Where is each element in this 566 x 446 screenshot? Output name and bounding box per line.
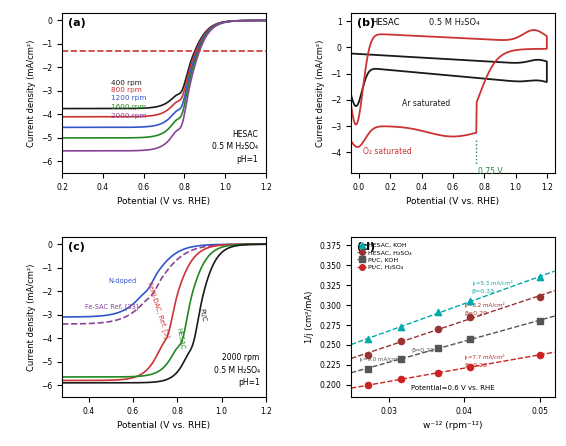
X-axis label: Potential (V vs. RHE): Potential (V vs. RHE): [406, 198, 500, 206]
Point: [434, 345, 443, 352]
Legend: HESAC, KOH, HESAC, H₂SO₄, Pt/C, KOH, Pt/C, H₂SO₄: HESAC, KOH, HESAC, H₂SO₄, Pt/C, KOH, Pt/…: [354, 240, 414, 273]
Point: [363, 381, 372, 388]
Point: [535, 318, 544, 325]
Text: 0.75 V: 0.75 V: [478, 167, 503, 176]
Y-axis label: 1/j (cm²/mA): 1/j (cm²/mA): [305, 291, 314, 343]
Y-axis label: Current density (mA/cm²): Current density (mA/cm²): [27, 40, 36, 147]
Text: (c): (c): [68, 242, 85, 252]
Text: Ar saturated: Ar saturated: [402, 99, 451, 108]
Text: (a): (a): [68, 18, 86, 28]
Point: [396, 338, 405, 345]
Point: [363, 365, 372, 372]
Point: [466, 364, 475, 371]
Text: jₖ=8.2 mA/cm²: jₖ=8.2 mA/cm²: [464, 302, 505, 309]
Text: jₖ=9.0 mA/cm²: jₖ=9.0 mA/cm²: [359, 356, 400, 362]
Point: [466, 314, 475, 321]
Point: [396, 324, 405, 331]
Point: [434, 326, 443, 333]
Text: 800 rpm: 800 rpm: [111, 87, 142, 93]
Text: jₖ=5.3 mA/cm²: jₖ=5.3 mA/cm²: [472, 280, 513, 286]
Text: 0.5 M H₂SO₄: 0.5 M H₂SO₄: [428, 18, 479, 27]
Text: 2000 rpm
0.5 M H₂SO₄
pH=1: 2000 rpm 0.5 M H₂SO₄ pH=1: [213, 353, 260, 388]
Text: 1600 rpm: 1600 rpm: [111, 104, 147, 110]
Text: N-doped: N-doped: [109, 277, 137, 284]
X-axis label: Potential (V vs. RHE): Potential (V vs. RHE): [117, 198, 211, 206]
Text: FeNi-DAC, Ref. [5]: FeNi-DAC, Ref. [5]: [146, 281, 171, 339]
Point: [396, 355, 405, 362]
Point: [535, 293, 544, 301]
Text: Pt/C: Pt/C: [198, 307, 207, 322]
Text: Fe-SAC Ref. [33]: Fe-SAC Ref. [33]: [85, 303, 139, 310]
Text: O₂ saturated: O₂ saturated: [363, 147, 412, 156]
Point: [535, 351, 544, 358]
Text: jₖ=7.7 mA/cm²: jₖ=7.7 mA/cm²: [464, 355, 505, 360]
Text: 400 rpm: 400 rpm: [111, 80, 142, 86]
X-axis label: Potential (V vs. RHE): Potential (V vs. RHE): [117, 421, 211, 430]
Text: HESAC: HESAC: [371, 18, 400, 27]
Text: (b): (b): [357, 18, 375, 28]
Point: [363, 335, 372, 342]
X-axis label: w⁻¹² (rpm⁻¹²): w⁻¹² (rpm⁻¹²): [423, 421, 483, 430]
Text: HESAC
0.5 M H₂SO₄
pH=1: HESAC 0.5 M H₂SO₄ pH=1: [212, 130, 258, 164]
Text: β=0.28: β=0.28: [464, 363, 487, 368]
Text: β=0.33: β=0.33: [472, 289, 495, 294]
Y-axis label: Current density (mA/cm²): Current density (mA/cm²): [27, 263, 36, 371]
Point: [466, 335, 475, 342]
Point: [434, 309, 443, 316]
Text: β=0.21: β=0.21: [411, 348, 435, 353]
Text: 2000 rpm: 2000 rpm: [111, 113, 147, 120]
Point: [363, 351, 372, 358]
Text: 1200 rpm: 1200 rpm: [111, 95, 147, 101]
Point: [535, 273, 544, 281]
Point: [434, 369, 443, 376]
Text: β=0.29: β=0.29: [464, 311, 487, 316]
Y-axis label: Current density (mA/cm²): Current density (mA/cm²): [316, 40, 325, 147]
Text: Potential=0.6 V vs. RHE: Potential=0.6 V vs. RHE: [411, 384, 495, 391]
Text: (d): (d): [357, 242, 375, 252]
Point: [396, 376, 405, 383]
Text: HESAC: HESAC: [175, 327, 185, 350]
Point: [466, 297, 475, 305]
